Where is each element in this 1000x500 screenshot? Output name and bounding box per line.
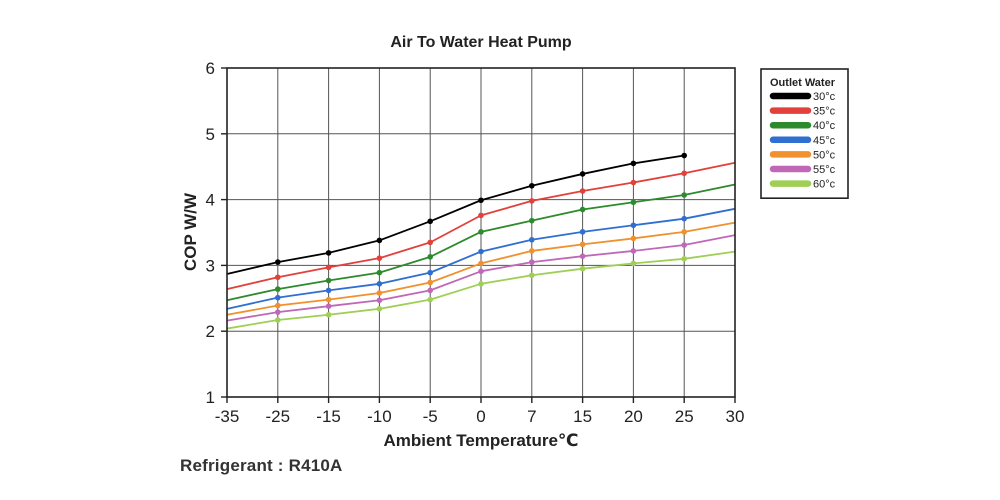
data-point bbox=[529, 272, 535, 279]
data-point bbox=[478, 229, 484, 235]
data-point bbox=[427, 279, 434, 286]
data-point bbox=[325, 277, 332, 284]
x-tick-label: 7 bbox=[527, 407, 536, 426]
legend: Outlet Water 30°c 35°c 40°c 45°c 50°c 55°c 60°c bbox=[760, 68, 849, 199]
legend-label: 60°c bbox=[813, 179, 836, 191]
data-point bbox=[275, 317, 281, 323]
data-point bbox=[681, 170, 687, 177]
data-point bbox=[630, 222, 637, 229]
legend-box bbox=[760, 68, 849, 199]
legend-label: 30°c bbox=[813, 91, 836, 103]
y-tick-label: 3 bbox=[206, 256, 215, 275]
x-tick-label: -25 bbox=[266, 407, 291, 426]
series-line-1 bbox=[226, 154, 685, 275]
legend-label: 55°c bbox=[813, 164, 836, 176]
x-tick-label: 25 bbox=[675, 407, 694, 426]
data-point bbox=[681, 229, 687, 235]
data-point bbox=[376, 255, 383, 261]
data-point bbox=[376, 281, 383, 287]
refrigerant-note: Refrigerant : R410A bbox=[180, 456, 343, 475]
data-point bbox=[478, 248, 484, 255]
y-tick-label: 1 bbox=[206, 388, 215, 407]
data-point bbox=[630, 199, 637, 206]
axes: 1 2 3 4 5 6 -35 -25 -15 -10 -5 0 7 15 20 25 30 bbox=[206, 59, 745, 426]
data-point bbox=[427, 269, 434, 276]
y-tick-label: 5 bbox=[206, 125, 215, 144]
data-point bbox=[325, 250, 332, 256]
legend-title: Outlet Water bbox=[770, 77, 836, 89]
data-point bbox=[478, 268, 484, 275]
x-tick-label: 30 bbox=[726, 407, 745, 426]
data-point bbox=[275, 309, 281, 315]
x-tick-label: 15 bbox=[573, 407, 592, 426]
data-point bbox=[427, 218, 434, 225]
y-tick-label: 6 bbox=[206, 59, 215, 78]
y-axis-title: COP W/W bbox=[181, 192, 200, 271]
data-point bbox=[376, 237, 383, 244]
data-point bbox=[681, 256, 687, 262]
data-point bbox=[376, 269, 383, 276]
data-point bbox=[579, 253, 586, 259]
data-point bbox=[630, 160, 637, 167]
data-point bbox=[630, 248, 637, 254]
data-point bbox=[681, 152, 687, 159]
data-point bbox=[478, 212, 484, 219]
x-tick-label: -10 bbox=[367, 407, 392, 426]
chart-title: Air To Water Heat Pump bbox=[390, 34, 572, 51]
data-point bbox=[579, 171, 586, 177]
data-point bbox=[681, 242, 687, 248]
data-point bbox=[681, 215, 687, 222]
data-point bbox=[275, 286, 281, 292]
legend-label: 40°c bbox=[813, 120, 836, 132]
data-point bbox=[376, 306, 383, 312]
data-point bbox=[630, 260, 637, 267]
data-point bbox=[478, 197, 484, 204]
data-point bbox=[275, 274, 281, 281]
data-point bbox=[529, 182, 535, 189]
data-point bbox=[325, 296, 332, 303]
legend-label: 35°c bbox=[813, 106, 836, 118]
x-tick-label: -35 bbox=[215, 407, 240, 426]
data-point bbox=[579, 229, 586, 235]
x-axis-title: Ambient Temperature℃ bbox=[383, 431, 578, 450]
data-point bbox=[478, 281, 484, 287]
data-point bbox=[630, 179, 637, 186]
legend-label: 50°c bbox=[813, 149, 836, 161]
data-point bbox=[325, 287, 332, 294]
data-point bbox=[579, 241, 586, 248]
data-point bbox=[275, 302, 281, 309]
data-point bbox=[579, 265, 586, 272]
data-point bbox=[478, 260, 484, 267]
data-point bbox=[325, 311, 332, 318]
series-points bbox=[275, 152, 687, 323]
data-point bbox=[427, 254, 434, 260]
data-point bbox=[275, 259, 281, 265]
data-point bbox=[275, 294, 281, 301]
x-tick-label: 20 bbox=[624, 407, 643, 426]
data-point bbox=[529, 236, 535, 243]
x-tick-label: 0 bbox=[476, 407, 485, 426]
x-tick-label: -5 bbox=[423, 407, 438, 426]
data-point bbox=[529, 198, 535, 204]
data-point bbox=[630, 235, 637, 242]
data-point bbox=[325, 303, 332, 309]
data-point bbox=[376, 297, 383, 304]
y-tick-label: 2 bbox=[206, 322, 215, 341]
data-point bbox=[579, 206, 586, 213]
data-point bbox=[325, 264, 332, 271]
data-point bbox=[529, 248, 535, 254]
data-point bbox=[427, 287, 434, 294]
y-tick-label: 4 bbox=[206, 191, 215, 210]
data-point bbox=[376, 290, 383, 296]
data-point bbox=[579, 188, 586, 194]
data-point bbox=[427, 239, 434, 246]
data-point bbox=[529, 259, 535, 265]
x-tick-label: -15 bbox=[316, 407, 341, 426]
data-point bbox=[427, 296, 434, 303]
data-point bbox=[529, 217, 535, 224]
legend-label: 45°c bbox=[813, 135, 836, 147]
data-point bbox=[681, 192, 687, 198]
